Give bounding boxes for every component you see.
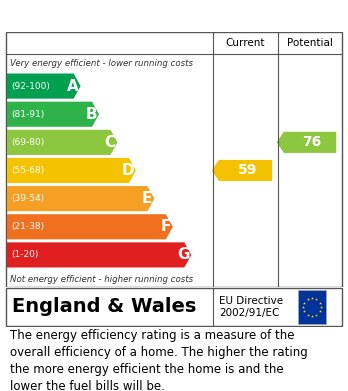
- Text: 76: 76: [302, 135, 322, 149]
- Text: (39-54): (39-54): [11, 194, 44, 203]
- Text: EU Directive: EU Directive: [219, 296, 283, 306]
- Polygon shape: [7, 102, 99, 127]
- Text: (1-20): (1-20): [11, 250, 38, 260]
- Text: F: F: [160, 219, 171, 234]
- Polygon shape: [277, 132, 336, 153]
- Polygon shape: [7, 130, 118, 155]
- Text: 59: 59: [238, 163, 257, 178]
- Text: Very energy efficient - lower running costs: Very energy efficient - lower running co…: [10, 59, 193, 68]
- Text: A: A: [67, 79, 79, 93]
- Text: (69-80): (69-80): [11, 138, 44, 147]
- Text: 2002/91/EC: 2002/91/EC: [219, 308, 279, 318]
- Polygon shape: [212, 160, 272, 181]
- Text: (81-91): (81-91): [11, 110, 44, 119]
- Text: Current: Current: [226, 38, 265, 48]
- Text: D: D: [121, 163, 134, 178]
- Text: Not energy efficient - higher running costs: Not energy efficient - higher running co…: [10, 274, 193, 283]
- Text: C: C: [104, 135, 116, 150]
- Text: Energy Efficiency Rating: Energy Efficiency Rating: [10, 7, 239, 25]
- Bar: [298, 290, 326, 324]
- Polygon shape: [7, 214, 173, 239]
- Text: The energy efficiency rating is a measure of the
overall efficiency of a home. T: The energy efficiency rating is a measur…: [10, 329, 308, 391]
- Polygon shape: [7, 74, 81, 99]
- Text: (21-38): (21-38): [11, 222, 44, 231]
- Text: England & Wales: England & Wales: [12, 298, 196, 316]
- Polygon shape: [7, 186, 155, 211]
- Polygon shape: [7, 242, 191, 267]
- Polygon shape: [7, 158, 136, 183]
- Text: Potential: Potential: [287, 38, 333, 48]
- Text: (92-100): (92-100): [11, 82, 50, 91]
- Text: (55-68): (55-68): [11, 166, 44, 175]
- Text: B: B: [85, 107, 97, 122]
- Text: E: E: [142, 191, 152, 206]
- Text: G: G: [177, 248, 189, 262]
